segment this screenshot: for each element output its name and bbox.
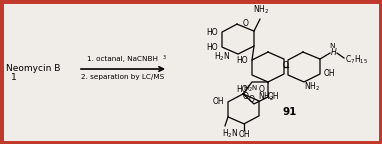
Text: HO: HO (206, 43, 218, 52)
Text: H$_2$N: H$_2$N (214, 51, 230, 63)
Text: HO: HO (236, 56, 248, 65)
Text: 1: 1 (11, 73, 17, 83)
Text: C$_7$H$_{15}$: C$_7$H$_{15}$ (345, 54, 368, 66)
Text: H$_2$N: H$_2$N (222, 128, 238, 140)
Text: O: O (243, 92, 249, 101)
Text: OH: OH (324, 70, 336, 78)
Text: OH: OH (212, 97, 224, 106)
Text: O: O (243, 19, 249, 28)
Text: 91: 91 (283, 107, 297, 117)
Text: H$_2$N: H$_2$N (243, 84, 258, 94)
Text: NH$_2$: NH$_2$ (253, 4, 269, 16)
Text: O: O (249, 95, 255, 104)
Text: Neomycin B: Neomycin B (6, 64, 60, 73)
Text: N: N (329, 43, 335, 49)
Text: OH: OH (238, 130, 250, 139)
Text: OH: OH (268, 92, 280, 101)
Text: $_3$: $_3$ (162, 54, 167, 62)
Text: O: O (283, 60, 289, 70)
Text: NH$_2$: NH$_2$ (304, 81, 320, 93)
Text: NH$_2$: NH$_2$ (258, 91, 274, 103)
Text: HO: HO (236, 85, 248, 94)
Text: O: O (259, 85, 265, 94)
Text: HO: HO (206, 28, 218, 37)
Text: 2. separation by LC/MS: 2. separation by LC/MS (81, 74, 165, 80)
Text: H: H (331, 48, 337, 57)
Text: 1. octanal, NaCNBH: 1. octanal, NaCNBH (87, 56, 159, 62)
